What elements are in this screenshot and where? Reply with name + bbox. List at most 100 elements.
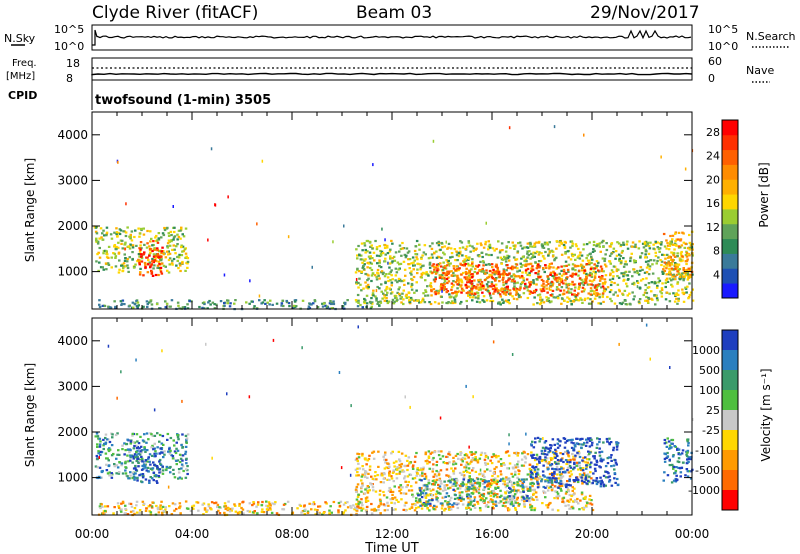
data-cell — [185, 468, 188, 471]
data-cell — [522, 450, 526, 453]
data-cell — [158, 440, 161, 443]
data-cell — [566, 459, 570, 462]
data-cell — [107, 464, 111, 467]
data-cell — [471, 265, 475, 268]
data-cell — [529, 469, 532, 472]
data-cell — [391, 497, 394, 500]
data-cell — [425, 500, 428, 503]
data-cell — [449, 301, 453, 305]
data-cell — [451, 505, 455, 508]
data-cell — [568, 500, 571, 503]
data-cell — [676, 265, 679, 269]
data-cell — [261, 500, 264, 504]
data-cell — [666, 280, 670, 283]
data-cell — [574, 258, 577, 261]
data-cell — [560, 281, 563, 284]
data-cell — [523, 455, 527, 458]
data-cell — [531, 498, 534, 501]
data-cell — [584, 478, 587, 481]
data-cell — [162, 456, 165, 459]
data-cell — [510, 503, 514, 506]
data-cell — [585, 243, 589, 246]
data-cell — [543, 453, 547, 456]
data-cell — [567, 488, 570, 492]
data-cell — [504, 273, 508, 276]
data-cell — [137, 253, 141, 256]
data-cell — [677, 272, 681, 275]
data-cell — [492, 502, 495, 506]
data-cell — [428, 261, 432, 264]
data-cell — [465, 506, 468, 509]
data-cell — [528, 463, 532, 466]
data-cell — [332, 500, 336, 504]
data-cell — [285, 299, 288, 303]
data-cell — [154, 254, 158, 257]
data-cell — [451, 503, 454, 506]
data-cell — [504, 282, 508, 285]
data-cell — [559, 480, 562, 483]
data-cell — [428, 509, 431, 512]
data-cell — [109, 474, 113, 477]
data-cell — [157, 232, 161, 235]
data-cell — [260, 510, 264, 513]
data-cell — [173, 450, 177, 453]
data-cell — [459, 451, 463, 454]
data-cell — [184, 450, 188, 453]
data-cell — [109, 233, 113, 236]
data-cell — [495, 287, 498, 290]
data-cell — [534, 252, 537, 255]
data-cell — [427, 455, 431, 458]
data-cell — [454, 454, 458, 457]
data-cell — [521, 247, 524, 250]
data-cell — [668, 292, 671, 295]
data-cell — [672, 467, 675, 470]
data-cell — [476, 242, 479, 245]
data-cell — [169, 465, 172, 469]
data-cell — [600, 450, 604, 453]
data-cell — [424, 492, 428, 495]
data-cell — [162, 253, 165, 256]
data-cell — [435, 505, 438, 508]
data-cell — [555, 273, 558, 276]
data-cell — [679, 273, 682, 277]
data-cell — [571, 500, 575, 503]
colorbar-segment — [722, 134, 738, 151]
data-cell — [554, 274, 557, 277]
data-cell — [461, 456, 465, 460]
data-cell — [497, 301, 501, 304]
data-cell — [171, 502, 175, 505]
data-cell — [674, 263, 677, 266]
data-cell — [161, 250, 165, 253]
data-cell — [146, 256, 149, 259]
data-cell — [144, 264, 147, 267]
data-cell — [469, 501, 473, 504]
data-cell — [484, 463, 488, 466]
data-cell — [574, 273, 577, 276]
data-cell — [513, 473, 517, 476]
data-cell — [143, 433, 146, 436]
data-cell — [145, 507, 148, 510]
data-cell — [273, 503, 276, 506]
data-cell — [564, 260, 568, 263]
data-cell — [575, 476, 578, 479]
data-cell — [406, 484, 409, 487]
data-cell — [686, 271, 689, 274]
data-cell — [571, 438, 574, 441]
data-cell — [499, 249, 502, 252]
data-cell — [582, 265, 586, 268]
data-cell — [390, 261, 394, 264]
data-cell — [426, 500, 430, 503]
data-cell — [356, 459, 359, 463]
data-cell — [572, 493, 576, 496]
data-cell — [402, 289, 405, 292]
data-cell — [457, 255, 461, 258]
data-cell — [176, 301, 180, 304]
data-cell — [133, 453, 137, 456]
data-cell — [615, 463, 618, 466]
data-cell — [386, 508, 389, 512]
data-cell — [476, 500, 479, 503]
data-cell — [153, 452, 156, 455]
data-cell — [570, 446, 574, 449]
data-cell — [370, 262, 373, 265]
data-cell — [569, 498, 572, 501]
